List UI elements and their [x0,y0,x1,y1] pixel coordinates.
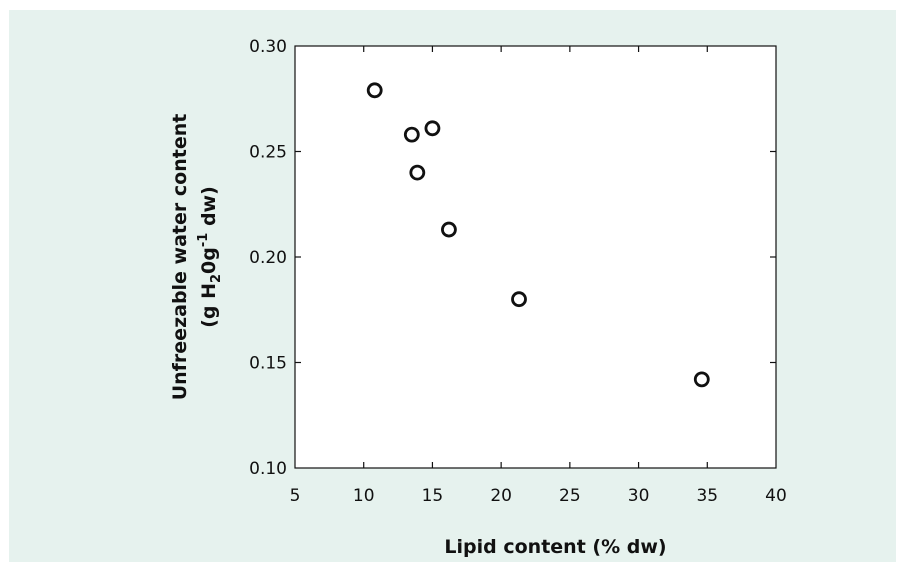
data-point [366,82,383,99]
data-point [441,221,457,238]
x-tick-label: 40 [765,486,787,506]
data-point [424,120,441,137]
y-tick-label: 0.20 [249,248,287,268]
data-point [511,291,527,308]
x-tick-label: 30 [628,486,650,506]
y-tick-label: 0.25 [249,143,287,163]
y-tick-label: 0.15 [249,354,287,374]
data-point [403,126,420,143]
scatter-chart: 5 10 15 20 25 30 35 40 0.10 0.15 0.20 0.25 0.30 Lipi… [169,37,787,558]
y-tick-label: 0.10 [249,459,287,479]
x-tick-label: 5 [290,486,301,506]
figure-panel: 5 10 15 20 25 30 35 40 0.10 0.15 0.20 0.25 0.30 Lipi… [9,10,896,562]
y-tick-label: 0.30 [249,37,287,57]
y-title-subscript: 2 [209,274,224,283]
data-point [409,164,426,181]
y-axis-title: Unfreezable water content (g H20g-1 dw) [169,114,224,401]
y-axis-title-line1: Unfreezable water content [169,114,191,401]
y-title-mid: 0g [198,247,220,274]
x-tick-label: 15 [422,486,444,506]
x-tick-label: 10 [353,486,375,506]
x-tick-label: 25 [559,486,581,506]
x-axis-title: Lipid content (% dw) [444,536,666,558]
plot-area [294,45,777,469]
y-title-superscript: -1 [196,233,211,247]
tick-labels: 5 10 15 20 25 30 35 40 0.10 0.15 0.20 0.25 0.30 [249,37,787,506]
data-points [366,82,710,388]
x-tick-label: 20 [490,486,512,506]
axis-ticks [295,46,776,468]
y-title-pre: (g H [198,283,220,328]
x-tick-label: 35 [696,486,718,506]
y-axis-title-line2: (g H20g-1 dw) [196,186,224,328]
data-point [693,371,710,388]
y-title-post: dw) [198,186,220,232]
